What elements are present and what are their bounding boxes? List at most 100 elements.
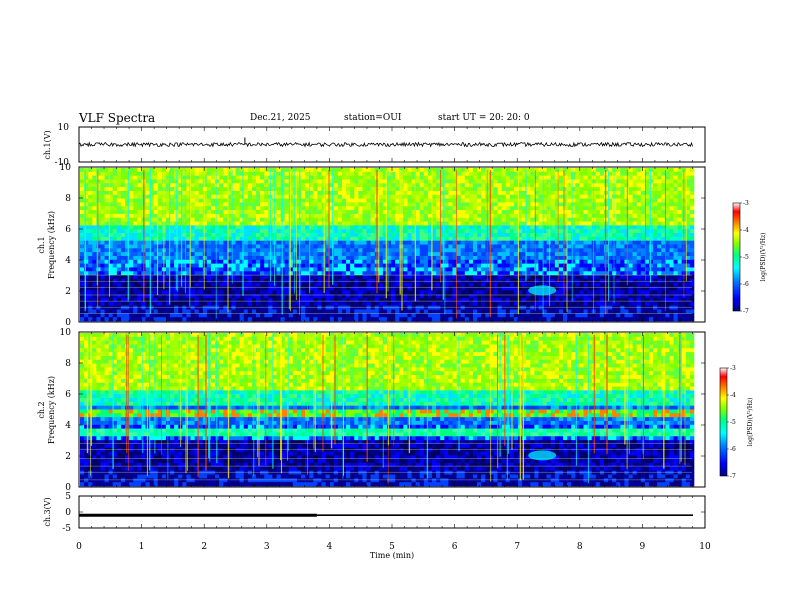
spectrogram-cell bbox=[640, 236, 646, 241]
spectrogram-cell bbox=[301, 171, 306, 176]
spectrogram-cell bbox=[256, 187, 261, 192]
spectrogram-cell bbox=[354, 217, 359, 222]
spectrogram-cell bbox=[558, 225, 564, 230]
spectrogram-cell bbox=[403, 198, 408, 203]
spectrogram-cell bbox=[583, 171, 588, 176]
spectrogram-cell bbox=[403, 290, 408, 295]
spectrogram-cell bbox=[628, 236, 633, 241]
spectrogram-cell bbox=[178, 194, 183, 199]
spectrogram-cell bbox=[186, 187, 191, 192]
spectrogram-cell bbox=[640, 233, 646, 238]
spectrogram-cell bbox=[382, 206, 388, 211]
spectrogram-cell bbox=[112, 213, 118, 219]
spectrogram-cell bbox=[194, 202, 199, 207]
spectrogram-cell bbox=[517, 229, 523, 234]
spectrogram-cell bbox=[526, 213, 531, 219]
spectrogram-cell bbox=[92, 252, 97, 257]
spectrogram-cell bbox=[624, 175, 629, 180]
spectrogram-cell bbox=[653, 213, 658, 219]
spectrogram-cell bbox=[567, 175, 572, 180]
spectrogram-cell bbox=[620, 194, 625, 199]
spectrogram-cell bbox=[219, 252, 224, 257]
spectrogram-cell bbox=[558, 275, 564, 280]
spectrogram-cell bbox=[407, 233, 412, 238]
spectrogram-cell bbox=[358, 213, 363, 219]
spectrogram-cell bbox=[92, 271, 97, 276]
spectrogram-cell bbox=[80, 282, 85, 287]
spectrogram-cell bbox=[186, 229, 191, 234]
spectrogram-cell bbox=[468, 229, 474, 234]
spectrogram-cell bbox=[157, 187, 163, 192]
spectrogram-cell bbox=[550, 240, 556, 245]
spectrogram-cell bbox=[497, 259, 502, 264]
spectrogram-cell bbox=[583, 225, 588, 230]
spectrogram-cell bbox=[260, 168, 265, 173]
spectrogram-cell bbox=[125, 259, 130, 264]
spectrogram-cell bbox=[616, 255, 621, 261]
spectrogram-cell bbox=[444, 202, 449, 207]
spectrogram-cell bbox=[256, 244, 261, 249]
spectrogram-cell bbox=[624, 202, 629, 207]
spectrogram-cell bbox=[620, 210, 625, 215]
spectrogram-cell bbox=[96, 206, 101, 211]
spectrogram-cell bbox=[219, 183, 224, 188]
spectrogram-cell bbox=[88, 217, 93, 222]
spectrogram-cell bbox=[669, 194, 674, 199]
spectrogram-cell bbox=[554, 221, 560, 226]
spectrogram-cell bbox=[366, 263, 371, 268]
spectrogram-cell bbox=[624, 244, 629, 249]
spectrogram-cell bbox=[657, 240, 662, 245]
spectrogram-cell bbox=[378, 183, 384, 188]
spectrogram-cell bbox=[477, 275, 482, 280]
spectrogram-cell bbox=[395, 255, 400, 261]
spectrogram-cell bbox=[444, 225, 449, 230]
spectrogram-cell bbox=[100, 290, 105, 295]
spectrogram-cell bbox=[587, 213, 592, 219]
spectrogram-cell bbox=[387, 267, 392, 272]
spectrogram-cell bbox=[464, 290, 470, 295]
spectrogram-cell bbox=[165, 187, 171, 192]
spectrogram-cell bbox=[325, 206, 330, 211]
spectrogram-cell bbox=[423, 206, 429, 211]
spectrogram-cell bbox=[182, 179, 187, 184]
spectrogram-cell bbox=[186, 221, 191, 226]
spectrogram-cell bbox=[296, 187, 302, 192]
spectrogram-cell bbox=[419, 194, 425, 199]
spectrogram-cell bbox=[358, 236, 363, 241]
spectrogram-cell bbox=[137, 202, 142, 207]
spectrogram-cell bbox=[558, 263, 564, 268]
spectrogram-cell bbox=[460, 217, 466, 222]
spectrogram-cell bbox=[444, 240, 449, 245]
spectrogram-cell bbox=[378, 194, 384, 199]
spectrogram-cell bbox=[530, 194, 535, 199]
spectrogram-cell bbox=[563, 213, 568, 219]
spectrogram-cell bbox=[362, 183, 367, 188]
spectrogram-cell bbox=[640, 290, 646, 295]
spectrogram-cell bbox=[198, 171, 204, 176]
spectrogram-cell bbox=[149, 267, 154, 272]
spectrogram-cell bbox=[153, 255, 159, 261]
spectrogram-cell bbox=[227, 236, 232, 241]
spectrogram-cell bbox=[444, 275, 449, 280]
spectrogram-cell bbox=[501, 210, 506, 215]
spectrogram-cell bbox=[112, 275, 118, 280]
spectrogram-cell bbox=[100, 244, 105, 249]
spectrogram-cell bbox=[362, 202, 367, 207]
spectrogram-cell bbox=[632, 183, 637, 188]
spectrogram-cell bbox=[243, 206, 249, 211]
spectrogram-cell bbox=[317, 240, 322, 245]
spectrogram-cell bbox=[526, 183, 531, 188]
spectrogram-cell bbox=[583, 217, 588, 222]
spectrogram-cell bbox=[608, 187, 613, 192]
spectrogram-cell bbox=[513, 198, 519, 203]
spectrogram-cell bbox=[296, 210, 302, 215]
spectrogram-cell bbox=[362, 225, 367, 230]
spectrogram-cell bbox=[387, 290, 392, 295]
spectrogram-cell bbox=[558, 221, 564, 226]
spectrogram-cell bbox=[313, 190, 318, 196]
spectrogram-cell bbox=[165, 183, 171, 188]
spectrogram-cell bbox=[616, 252, 621, 257]
spectrogram-cell bbox=[640, 213, 646, 219]
spectrogram-cell bbox=[685, 233, 691, 238]
spectrogram-cell bbox=[186, 175, 191, 180]
